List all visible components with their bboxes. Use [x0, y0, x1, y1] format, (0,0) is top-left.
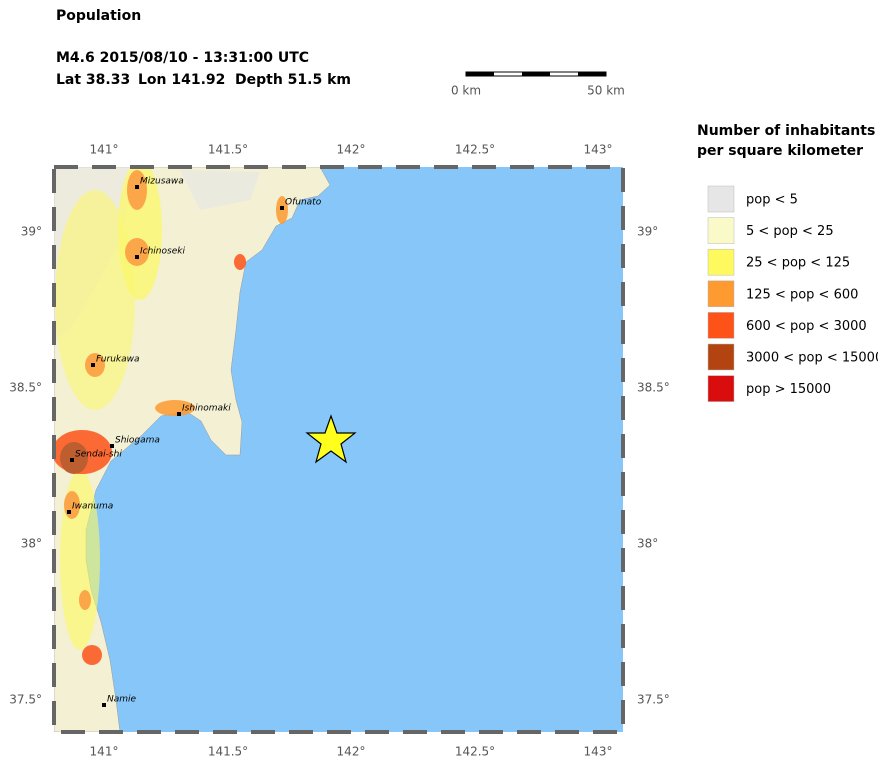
legend-label: pop > 15000 [746, 382, 831, 397]
lon-tick-label: 141° [90, 143, 119, 157]
scale-bar: 0 km 50 km [451, 71, 625, 98]
city-marker [102, 703, 106, 707]
city-label: Iwanuma [72, 502, 113, 512]
city-marker [177, 412, 181, 416]
lon-tick-label: 141.5° [208, 143, 248, 157]
city-marker [135, 185, 139, 189]
legend-label: 125 < pop < 600 [746, 287, 858, 302]
lat-tick-label: 38° [637, 537, 658, 551]
legend-swatch [707, 312, 735, 339]
scale-end: 50 km [587, 84, 625, 98]
city-marker [280, 206, 284, 210]
ticks: 141° 141° 141.5° 141.5° 142° 142° 142.5° 142.5°… [9, 143, 669, 759]
city-label: Ofunato [285, 198, 322, 208]
city-label: Mizusawa [140, 177, 184, 187]
legend-label: 5 < pop < 25 [746, 224, 834, 239]
lon-tick-label: 142.5° [455, 745, 495, 759]
city-marker [70, 458, 74, 462]
lon-tick-label: 143° [584, 143, 613, 157]
map: Mizusawa Ofunato Ichinoseki Furukawa Ishinom… [9, 143, 669, 759]
lon-tick-label: 142° [337, 143, 366, 157]
cities: Mizusawa Ofunato Ichinoseki Furukawa Ishinom… [67, 177, 322, 707]
lon-tick-label: 143° [584, 745, 613, 759]
legend-label: 3000 < pop < 15000 [746, 351, 878, 366]
lat-tick-label: 39° [637, 225, 658, 239]
longitude: Lon 141.92 [138, 72, 225, 88]
legend-swatch [707, 343, 735, 371]
lat-tick-label: 39° [21, 225, 42, 239]
lon-tick-label: 141° [90, 745, 119, 759]
lat-tick-label: 37.5° [9, 693, 42, 707]
lon-tick-label: 142.5° [455, 143, 495, 157]
legend-swatch [707, 248, 735, 276]
map-frame [52, 165, 625, 734]
latitude: Lat 38.33 [56, 72, 130, 88]
event-info: M4.6 2015/08/10 - 13:31:00 UTC [56, 50, 309, 66]
city-marker [110, 444, 114, 448]
legend-label: 600 < pop < 3000 [746, 319, 867, 334]
legend-swatch [707, 280, 735, 308]
legend-title: Number of inhabitants [697, 123, 875, 139]
lat-tick-label: 38.5° [637, 381, 670, 395]
city-label: Sendai-shi [75, 450, 122, 460]
scale-start: 0 km [451, 84, 481, 98]
lat-tick-label: 37.5° [637, 693, 670, 707]
city-label: Furukawa [96, 355, 140, 365]
lat-tick-label: 38° [21, 537, 42, 551]
legend-label: 25 < pop < 125 [746, 256, 850, 271]
legend-swatch [707, 375, 735, 402]
lat-tick-label: 38.5° [9, 381, 42, 395]
legend: pop < 5 5 < pop < 25 25 < pop < 125 125 < p… [707, 185, 878, 402]
lon-tick-label: 142° [337, 745, 366, 759]
depth: Depth 51.5 km [235, 72, 351, 88]
city-label: Namie [107, 695, 137, 705]
city-marker [135, 255, 139, 259]
title: Population [56, 8, 141, 24]
population-density [54, 167, 288, 665]
city-marker [67, 510, 71, 514]
city-marker [91, 363, 95, 367]
legend-title: per square kilometer [697, 143, 863, 159]
epicenter-star [305, 414, 357, 464]
city-label: Ishinomaki [182, 404, 231, 414]
city-label: Shiogama [115, 436, 160, 446]
legend-swatch [707, 217, 735, 244]
city-label: Ichinoseki [140, 247, 185, 257]
legend-label: pop < 5 [746, 193, 798, 208]
lon-tick-label: 141.5° [208, 745, 248, 759]
legend-swatch [707, 185, 735, 213]
